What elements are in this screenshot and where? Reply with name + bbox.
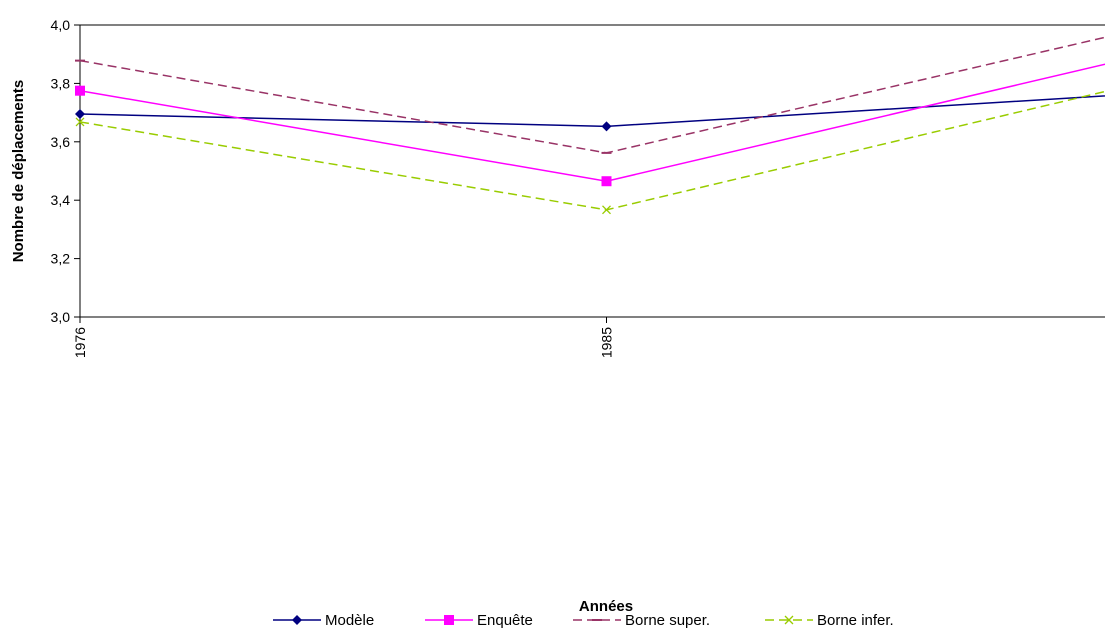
data-point-x [75, 117, 85, 127]
legend-label: Modèle [325, 612, 374, 629]
x-tick-label: 1976 [72, 327, 88, 358]
data-point-x-stroke [784, 615, 794, 625]
series-3 [75, 36, 1105, 154]
legend-label: Borne infer. [817, 612, 894, 629]
legend-item: Borne infer. [765, 612, 894, 629]
x-tick-label: 1985 [599, 327, 615, 358]
legend: Modèle Enquête Borne super. Borne infer. [273, 612, 894, 629]
series-1 [75, 95, 1105, 132]
y-axis: 3,0 3,2 3,4 3,6 3,8 4,0 [51, 17, 80, 325]
legend-label: Borne super. [625, 612, 710, 629]
y-tick-label: 3,4 [51, 192, 71, 208]
legend-item: Modèle [273, 612, 374, 629]
data-point-square [75, 85, 85, 96]
x-axis: 197619851995 [72, 317, 615, 358]
series-2 [75, 63, 1105, 187]
legend-item: Enquête [425, 612, 533, 629]
y-tick-label: 3,2 [51, 251, 71, 267]
data-point-x [784, 615, 794, 625]
legend-label: Enquête [477, 612, 533, 629]
y-tick-label: 3,0 [51, 309, 71, 325]
data-point-x [602, 205, 611, 215]
y-tick-label: 3,8 [51, 75, 71, 91]
plot-area [79, 24, 1105, 318]
y-tick-label: 3,6 [51, 134, 71, 150]
data-point-diamond [601, 121, 612, 132]
y-tick-label: 4,0 [51, 17, 71, 33]
data-point-diamond [292, 615, 302, 625]
data-point-diamond [75, 109, 85, 120]
y-axis-title: Nombre de déplacements [10, 80, 27, 263]
data-point-x-stroke [602, 205, 611, 215]
data-point-square [444, 615, 454, 625]
series-4 [75, 90, 1105, 215]
x-axis-title: Années [579, 598, 633, 615]
legend-item: Borne super. [573, 612, 710, 629]
data-point-x-stroke [75, 117, 85, 127]
series-layer [75, 36, 1105, 215]
data-point-square [601, 176, 612, 187]
